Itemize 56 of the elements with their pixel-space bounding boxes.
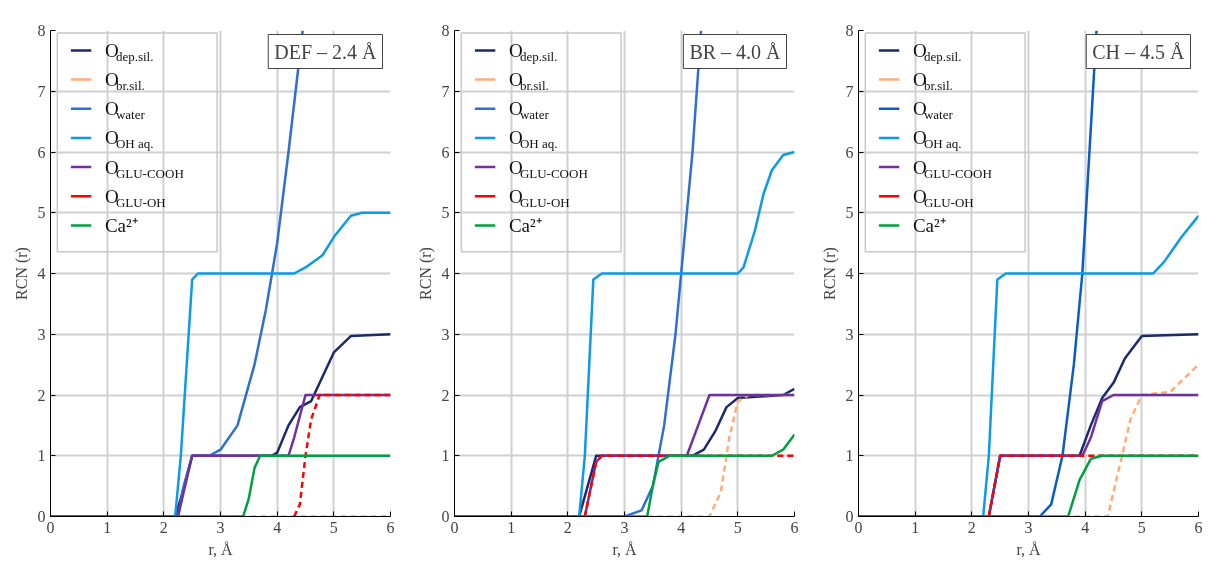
y-axis-title: RCN (r)	[12, 247, 31, 300]
y-tick-label: 2	[37, 386, 46, 404]
y-tick-label: 7	[441, 82, 450, 100]
x-tick-label: 3	[1024, 518, 1033, 536]
x-tick-label: 5	[733, 518, 742, 536]
y-tick-label: 1	[441, 447, 450, 465]
y-tick-label: 1	[37, 447, 46, 465]
y-tick-label: 8	[37, 22, 46, 39]
x-tick-label: 3	[620, 518, 629, 536]
y-tick-label: 8	[441, 22, 450, 39]
y-tick-label: 6	[37, 143, 46, 161]
y-axis-title: RCN (r)	[820, 247, 839, 300]
x-tick-label: 6	[386, 518, 395, 536]
x-axis-title: r, Å	[208, 540, 234, 558]
x-tick-label: 6	[1194, 518, 1203, 536]
y-tick-label: 4	[845, 265, 854, 282]
y-axis-title: RCN (r)	[416, 247, 435, 300]
x-tick-label: 5	[329, 518, 338, 536]
x-tick-label: 1	[911, 518, 920, 536]
y-tick-label: 4	[37, 265, 46, 282]
x-tick-label: 3	[216, 518, 225, 536]
x-tick-label: 5	[1137, 518, 1146, 536]
legend-label: Ca²⁺	[912, 214, 946, 236]
legend-label: Ca²⁺	[104, 214, 138, 236]
y-tick-label: 7	[37, 82, 46, 100]
y-tick-label: 6	[441, 143, 450, 161]
y-tick-label: 6	[845, 143, 854, 161]
x-tick-label: 4	[677, 518, 686, 536]
y-tick-label: 5	[37, 204, 46, 222]
y-tick-label: 7	[845, 82, 854, 100]
text: BR – 4.0 Å	[689, 40, 782, 63]
text: CH – 4.5 Å	[1092, 40, 1186, 63]
x-tick-label: 2	[967, 518, 976, 536]
x-tick-label: 2	[563, 518, 572, 536]
line-series	[292, 393, 391, 517]
x-axis-title: r, Å	[1016, 540, 1042, 558]
x-tick-label: 6	[790, 518, 799, 536]
y-tick-label: 5	[441, 204, 450, 222]
line-series	[1072, 363, 1199, 517]
text: DEF – 2.4 Å	[274, 40, 378, 63]
x-tick-label: 4	[273, 518, 282, 536]
x-tick-label: 4	[1081, 518, 1090, 536]
x-tick-label: 1	[507, 518, 516, 536]
y-tick-label: 2	[845, 386, 854, 404]
y-tick-label: 4	[441, 265, 450, 282]
x-tick-label: 2	[159, 518, 168, 536]
y-tick-label: 3	[37, 325, 46, 343]
y-tick-label: 5	[845, 204, 854, 222]
y-tick-label: 3	[845, 325, 854, 343]
y-tick-label: 2	[441, 386, 450, 404]
x-axis-title: r, Å	[612, 540, 638, 558]
y-tick-label: 8	[845, 22, 854, 39]
x-tick-label: 1	[103, 518, 112, 536]
legend-label: Ca²⁺	[508, 214, 542, 236]
y-tick-label: 3	[441, 325, 450, 343]
y-tick-label: 1	[845, 447, 854, 465]
